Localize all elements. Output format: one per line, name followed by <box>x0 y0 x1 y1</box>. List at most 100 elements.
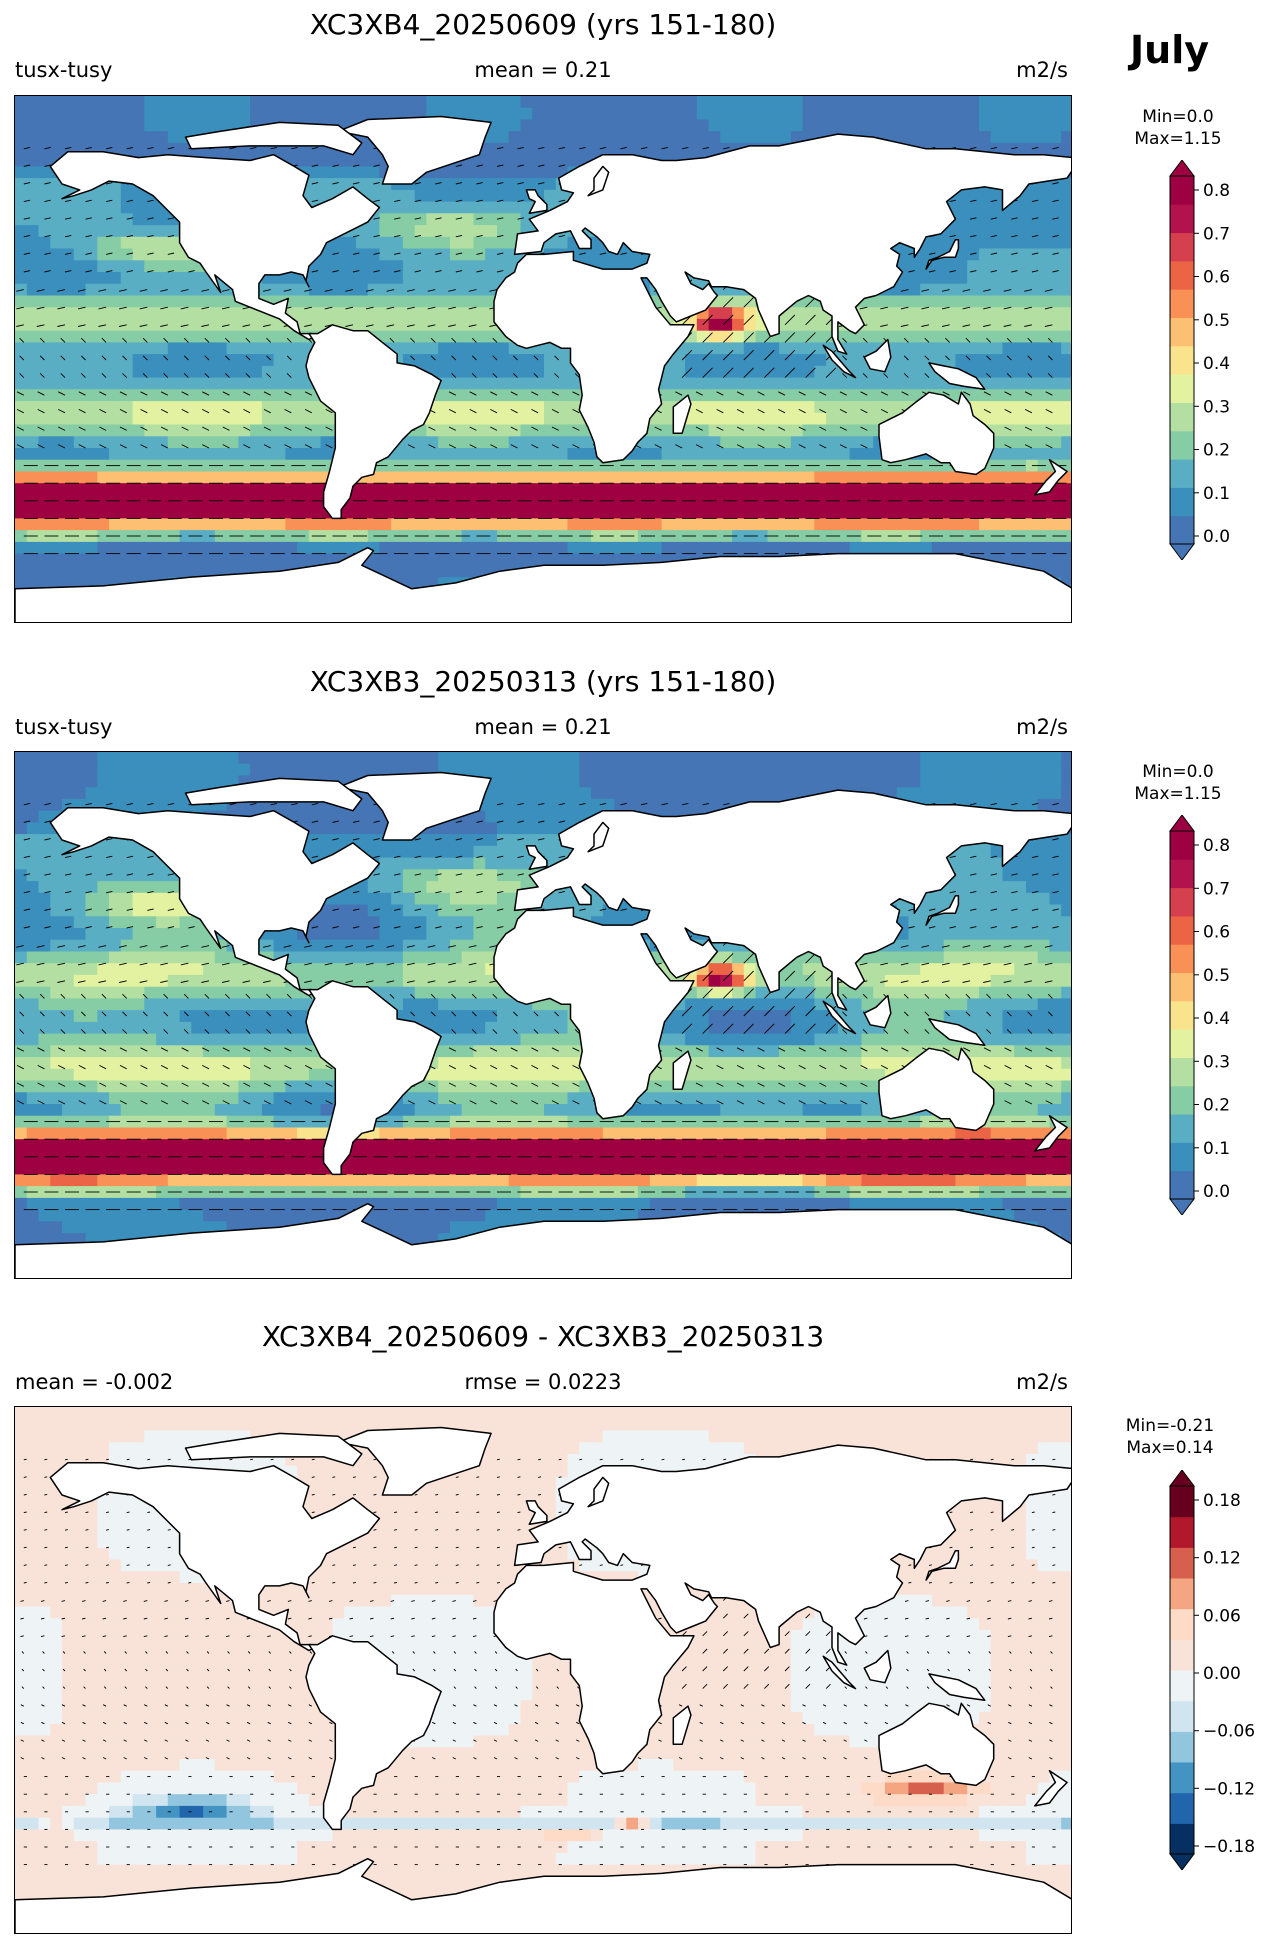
north-america-landmass <box>49 806 381 997</box>
colorbar-segment <box>1170 1170 1194 1200</box>
colorbar-segment <box>1170 1000 1194 1030</box>
eurasia-africa-landmass <box>493 789 1071 1120</box>
land <box>15 771 1071 1278</box>
colorbar-tick-label: 0.1 <box>1203 1139 1230 1159</box>
colorbar-tick-label: 0.3 <box>1203 1052 1230 1072</box>
colorbar-segment <box>1170 1670 1194 1702</box>
panel-1-title: XC3XB4_20250609 (yrs 151-180) <box>309 8 777 41</box>
land <box>15 115 1071 622</box>
colorbar-segment <box>1170 515 1194 545</box>
panel-1-units-label: m2/s <box>1016 58 1068 82</box>
colorbar-tick-label: 0.2 <box>1203 1096 1230 1116</box>
colorbar-segment <box>1170 260 1194 290</box>
panel-2-min-label: Min=0.0 <box>1142 762 1214 782</box>
australia-landmass <box>878 1047 995 1132</box>
colorbar-tick-label: −0.12 <box>1203 1779 1255 1799</box>
colorbar-tick-label: 0.4 <box>1203 354 1230 374</box>
panel-3-units-label: m2/s <box>1016 1370 1068 1394</box>
panel-3-title: XC3XB4_20250609 - XC3XB3_20250313 <box>261 1320 825 1353</box>
colorbar-segment <box>1170 859 1194 889</box>
arctic-islands-landmass <box>184 1432 363 1467</box>
colorbar-segment <box>1170 972 1194 1002</box>
colorbar-tick-label: 0.0 <box>1203 527 1230 547</box>
australia-landmass <box>878 391 995 476</box>
colorbar-segment <box>1170 1029 1194 1058</box>
madagascar-landmass <box>672 1050 692 1091</box>
great-britain-landmass <box>525 189 548 215</box>
scandinavia-sea-landmass <box>587 821 610 853</box>
colorbar-tick-label: 0.2 <box>1203 441 1230 461</box>
antarctica-landmass <box>15 1202 1071 1278</box>
colorbar-tick-label: 0.18 <box>1203 1491 1241 1511</box>
colorbar-tick-label: −0.06 <box>1203 1722 1255 1742</box>
colorbar-segment <box>1170 374 1194 403</box>
colorbar-min-extension <box>1169 543 1195 560</box>
colorbar-max-extension <box>1169 160 1195 177</box>
panel-2-variable-label: tusx-tusy <box>15 715 113 739</box>
colorbar-segment <box>1170 831 1194 860</box>
colorbar-tick-label: 0.8 <box>1203 836 1230 856</box>
colorbar-tick-label: 0.12 <box>1203 1549 1241 1569</box>
panel-2-units-label: m2/s <box>1016 715 1068 739</box>
antarctica-landmass <box>15 546 1071 622</box>
panel-1-variable-label: tusx-tusy <box>15 58 113 82</box>
panel-2-colorbar: 0.0 0.1 0.2 0.3 0.4 0.5 0.6 0.7 0.8 <box>1158 815 1268 1215</box>
colorbar-tick-label: 0.8 <box>1203 181 1230 201</box>
panel-3-mean-label: mean = -0.002 <box>15 1370 174 1394</box>
colorbar-tick-label: 0.4 <box>1203 1009 1230 1029</box>
greenland-landmass <box>337 115 492 185</box>
eurasia-africa-landmass <box>493 133 1071 464</box>
month-label: July <box>1130 28 1209 72</box>
colorbar-min-extension <box>1169 1853 1195 1870</box>
japan-landmass <box>925 1549 960 1581</box>
scandinavia-sea-landmass <box>587 1476 610 1508</box>
colorbar-max-extension <box>1169 815 1195 832</box>
arctic-islands-landmass <box>184 777 363 812</box>
colorbar-frame <box>1169 175 1195 545</box>
panel-1-max-label: Max=1.15 <box>1134 129 1222 149</box>
colorbar-segment <box>1170 430 1194 460</box>
antarctica-landmass <box>15 1857 1071 1933</box>
colorbar-segment <box>1170 1516 1194 1548</box>
colorbar-segment <box>1170 176 1194 205</box>
colorbar-tick-label: 0.06 <box>1203 1606 1241 1626</box>
new-zealand-landmass <box>1034 458 1068 496</box>
colorbar-frame <box>1169 1485 1195 1855</box>
sumatra-landmass <box>822 1655 857 1690</box>
colorbar-tick-label: 0.6 <box>1203 923 1230 943</box>
colorbar-tick-label: 0.6 <box>1203 268 1230 288</box>
colorbar-tick-label: 0.3 <box>1203 397 1230 417</box>
colorbar-segment <box>1170 232 1194 262</box>
colorbar-segment <box>1170 345 1194 375</box>
colorbar-segment <box>1170 402 1194 432</box>
colorbar-segment <box>1170 1142 1194 1172</box>
panel-1-colorbar: 0.0 0.1 0.2 0.3 0.4 0.5 0.6 0.7 0.8 <box>1158 160 1268 560</box>
eurasia-africa-landmass <box>493 1444 1071 1775</box>
borneo-landmass <box>863 994 892 1029</box>
colorbar-segment <box>1170 1547 1194 1579</box>
great-britain-landmass <box>525 1500 548 1526</box>
colorbar-segment <box>1170 1731 1194 1763</box>
colorbar-segment <box>1170 1762 1194 1794</box>
colorbar-segment <box>1170 204 1194 234</box>
colorbar-segment <box>1170 915 1194 945</box>
colorbar-segment <box>1170 1639 1194 1671</box>
panel-1-mean-label: mean = 0.21 <box>474 58 612 82</box>
new-zealand-landmass <box>1034 1114 1068 1152</box>
greenland-landmass <box>337 1426 492 1496</box>
great-britain-landmass <box>525 845 548 871</box>
madagascar-landmass <box>672 1705 692 1746</box>
new-guinea-landmass <box>928 1673 986 1702</box>
new-guinea-landmass <box>928 362 986 391</box>
panel-3-max-label: Max=0.14 <box>1126 1438 1214 1458</box>
borneo-landmass <box>863 1649 892 1684</box>
borneo-landmass <box>863 338 892 373</box>
colorbar-segment <box>1170 1057 1194 1087</box>
colorbar-tick-label: 0.5 <box>1203 966 1230 986</box>
colorbar-segment <box>1170 1608 1194 1640</box>
colorbar-segment <box>1170 1114 1194 1143</box>
colorbar-tick-label: 0.1 <box>1203 484 1230 504</box>
arctic-islands-landmass <box>184 121 363 156</box>
panel-2-title: XC3XB3_20250313 (yrs 151-180) <box>309 665 777 698</box>
panel-1-map <box>14 95 1072 623</box>
